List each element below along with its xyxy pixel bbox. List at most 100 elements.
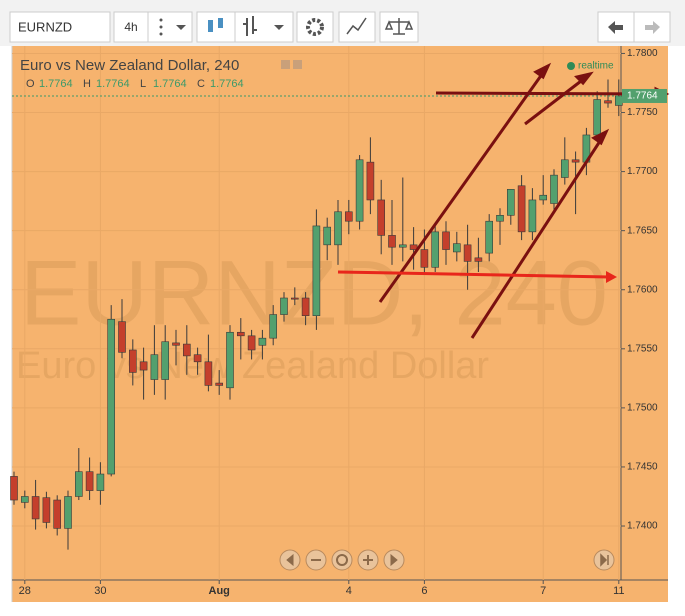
dropdown-arrow [176, 25, 186, 30]
candle-body [85, 471, 94, 491]
icon [384, 18, 414, 35]
arrow-head [574, 71, 594, 86]
icon [286, 553, 294, 567]
candle-body [334, 211, 342, 246]
candle-body [139, 361, 148, 371]
arrow-head [591, 128, 610, 146]
candle-body [398, 244, 407, 248]
candle-body [409, 244, 418, 250]
dot [159, 32, 163, 36]
ohlc-label: C [197, 78, 205, 90]
x-tick-label: 11 [613, 585, 624, 597]
y-tick-label: 1.7500 [627, 403, 658, 414]
candle-body [344, 211, 353, 222]
candle-body [355, 159, 364, 222]
y-tick-label: 1.7450 [627, 462, 658, 473]
candle-body [442, 231, 450, 250]
candle-body [183, 343, 191, 357]
candle-body [301, 297, 310, 317]
icon [600, 553, 609, 567]
last-price-tag [622, 88, 667, 103]
arrow-head [606, 271, 617, 283]
interval-menu[interactable] [147, 11, 193, 43]
candle-body [42, 497, 51, 523]
candle-body [496, 215, 504, 222]
candle-body [107, 318, 115, 475]
candle-body [420, 249, 429, 268]
bar-style-button[interactable] [234, 11, 294, 43]
title-button[interactable] [281, 60, 290, 69]
candle-body [10, 476, 18, 501]
y-tick-label: 1.7750 [627, 107, 658, 118]
icon [346, 17, 367, 35]
candle-body [539, 194, 548, 201]
icon [608, 21, 623, 34]
candle-body [366, 161, 375, 201]
x-tick-label: 28 [19, 585, 31, 597]
undo-button[interactable] [597, 11, 635, 43]
candle-body [312, 225, 321, 317]
y-tick-label: 1.7600 [627, 284, 658, 295]
ohlc-value: 1.7764 [153, 78, 187, 90]
candle-body [463, 244, 472, 262]
candle-body [269, 314, 278, 339]
candle-body [96, 473, 105, 491]
candle-body [237, 331, 245, 337]
symbol-box[interactable] [9, 11, 111, 43]
candle-body [53, 499, 62, 529]
candle-body [528, 199, 537, 233]
candle-body [323, 226, 332, 246]
y-tick-label: 1.7400 [627, 521, 658, 532]
watermark-subtitle: Euro vs New Zealand Dollar [16, 345, 489, 387]
candle-body [247, 335, 256, 351]
ohlc-label: H [83, 78, 91, 90]
reset[interactable] [331, 549, 353, 571]
title-button[interactable] [293, 60, 302, 69]
candle-body [290, 297, 299, 300]
ohlc-value: 1.7764 [96, 78, 130, 90]
candle-body [614, 95, 623, 106]
candle-body [172, 342, 180, 346]
arrow-head [533, 62, 552, 80]
ohlc-legend: O 1.7764 H 1.7764 L 1.7764 C 1.7764 [26, 78, 244, 90]
trend-arrow[interactable] [378, 69, 547, 303]
y-tick-label: 1.7650 [627, 225, 658, 236]
candle-body [75, 471, 83, 497]
icon [336, 554, 348, 566]
indicators-button[interactable] [338, 11, 376, 43]
symbol: EURNZD [18, 19, 72, 34]
drawings [378, 62, 670, 339]
icon [208, 20, 213, 32]
horizontal-arrow[interactable] [337, 270, 611, 279]
chart-title: Euro vs New Zealand Dollar, 240 [20, 57, 239, 74]
x-tick-label: 6 [421, 585, 427, 597]
dot [159, 25, 163, 29]
ohlc-label: O [26, 78, 35, 90]
y-tick-label: 1.7800 [627, 48, 658, 59]
icon [306, 18, 324, 36]
x-tick-label: 7 [540, 585, 546, 597]
trend-arrow[interactable] [524, 76, 586, 126]
candle-body [474, 257, 483, 262]
candle-body [377, 199, 386, 236]
last-price-label: 1.7764 [627, 91, 658, 102]
interval: 4h [124, 20, 137, 34]
y-tick-label: 1.7550 [627, 343, 658, 354]
candle-body [226, 331, 234, 389]
candle-style-button[interactable] [196, 11, 236, 43]
icon [363, 555, 373, 565]
icon [645, 21, 660, 34]
trend-arrow[interactable] [470, 137, 604, 339]
settings-button[interactable] [296, 11, 334, 43]
candle-body [129, 349, 137, 373]
status-dot [567, 62, 575, 70]
candle-body [452, 243, 461, 253]
x-tick-label: 30 [94, 585, 106, 597]
candle-body [517, 185, 526, 233]
candle-body [571, 159, 580, 163]
candle-body [204, 361, 213, 386]
ohlc-value: 1.7764 [39, 78, 73, 90]
candle-body [280, 297, 288, 315]
